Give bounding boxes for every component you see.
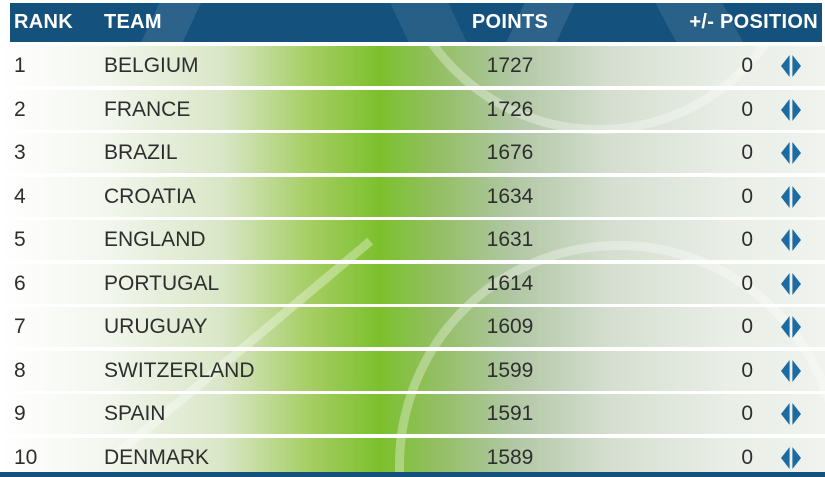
team-cell: PORTUGAL: [104, 271, 220, 295]
position-change-icon: [781, 403, 801, 425]
position-change-cell: 0: [595, 272, 825, 296]
table-row: 8 SWITZERLAND 1599 0: [0, 350, 825, 391]
rank-cell: 1: [14, 54, 26, 77]
table-row: 10 DENMARK 1589 0: [0, 437, 825, 477]
position-change-icon: [781, 185, 801, 208]
table-row: 5 ENGLAND 1631 0: [0, 220, 825, 260]
position-change-icon: [781, 229, 801, 251]
column-header-points: POINTS: [471, 11, 549, 33]
position-change-icon: [781, 316, 801, 338]
header-row: RANK TEAM POINTS +/- POSITION: [0, 3, 825, 42]
table-row: 2 FRANCE 1726 0: [0, 89, 825, 130]
position-change-cell: 0: [595, 98, 825, 122]
table-row: 6 PORTUGAL 1614 0: [0, 263, 825, 304]
team-cell: BRAZIL: [104, 141, 178, 164]
position-change-cell: 0: [595, 446, 825, 470]
position-change-cell: 0: [595, 228, 825, 252]
position-change-cell: 0: [595, 185, 825, 209]
table-header: RANK TEAM POINTS +/- POSITION: [0, 0, 825, 42]
points-cell: 1609: [486, 315, 534, 338]
points-cell: 1634: [486, 184, 534, 208]
table-row: 7 URUGUAY 1609 0: [0, 307, 825, 347]
position-change-cell: 0: [595, 141, 825, 165]
table-row: 4 CROATIA 1634 0: [0, 176, 825, 217]
rank-cell: 2: [14, 97, 26, 121]
position-change-cell: 0: [595, 359, 825, 383]
position-change-icon: [781, 98, 801, 121]
team-cell: DENMARK: [104, 445, 210, 469]
team-cell: SWITZERLAND: [104, 358, 255, 382]
table-row: 3 BRAZIL 1676 0: [0, 133, 825, 173]
points-cell: 1599: [486, 358, 534, 382]
position-change-value: 0: [741, 97, 753, 121]
bottom-bar: [0, 472, 825, 477]
rank-cell: 9: [14, 402, 26, 425]
position-change-icon: [781, 142, 801, 164]
position-change-value: 0: [741, 184, 753, 208]
position-change-icon: [781, 272, 801, 295]
position-change-value: 0: [741, 315, 753, 338]
position-change-value: 0: [741, 141, 753, 164]
position-change-value: 0: [741, 358, 753, 382]
points-cell: 1676: [486, 141, 534, 164]
position-change-icon: [781, 446, 801, 469]
column-header-rank: RANK: [14, 11, 73, 33]
header-background: [10, 3, 822, 42]
points-cell: 1727: [486, 54, 534, 77]
rank-cell: 7: [14, 315, 26, 338]
column-header-team: TEAM: [104, 11, 162, 33]
position-change-value: 0: [741, 271, 753, 295]
position-change-cell: 0: [595, 54, 825, 78]
position-change-value: 0: [741, 228, 753, 251]
table-row: 1 BELGIUM 1727 0: [0, 46, 825, 86]
team-cell: BELGIUM: [104, 54, 199, 77]
points-cell: 1614: [486, 271, 534, 295]
team-cell: URUGUAY: [104, 315, 208, 338]
rank-cell: 10: [14, 445, 38, 469]
rank-cell: 6: [14, 271, 26, 295]
position-change-icon: [781, 55, 801, 77]
points-cell: 1591: [486, 402, 534, 425]
rank-cell: 3: [14, 141, 26, 164]
rank-cell: 4: [14, 184, 26, 208]
rank-cell: 5: [14, 228, 26, 251]
team-cell: SPAIN: [104, 402, 166, 425]
position-change-cell: 0: [595, 315, 825, 339]
column-header-position: +/- POSITION: [689, 11, 818, 33]
position-change-icon: [781, 359, 801, 382]
rank-cell: 8: [14, 358, 26, 382]
points-cell: 1589: [486, 445, 534, 469]
position-change-value: 0: [741, 54, 753, 77]
position-change-cell: 0: [595, 402, 825, 426]
table-row: 9 SPAIN 1591 0: [0, 394, 825, 434]
points-cell: 1631: [486, 228, 534, 251]
position-change-value: 0: [741, 445, 753, 469]
team-cell: FRANCE: [104, 97, 191, 121]
points-cell: 1726: [486, 97, 534, 121]
team-cell: ENGLAND: [104, 228, 206, 251]
position-change-value: 0: [741, 402, 753, 425]
team-cell: CROATIA: [104, 184, 196, 208]
table-body: 1 BELGIUM 1727 0 2 FRANCE 1726 0 3 BRAZI…: [0, 46, 825, 477]
